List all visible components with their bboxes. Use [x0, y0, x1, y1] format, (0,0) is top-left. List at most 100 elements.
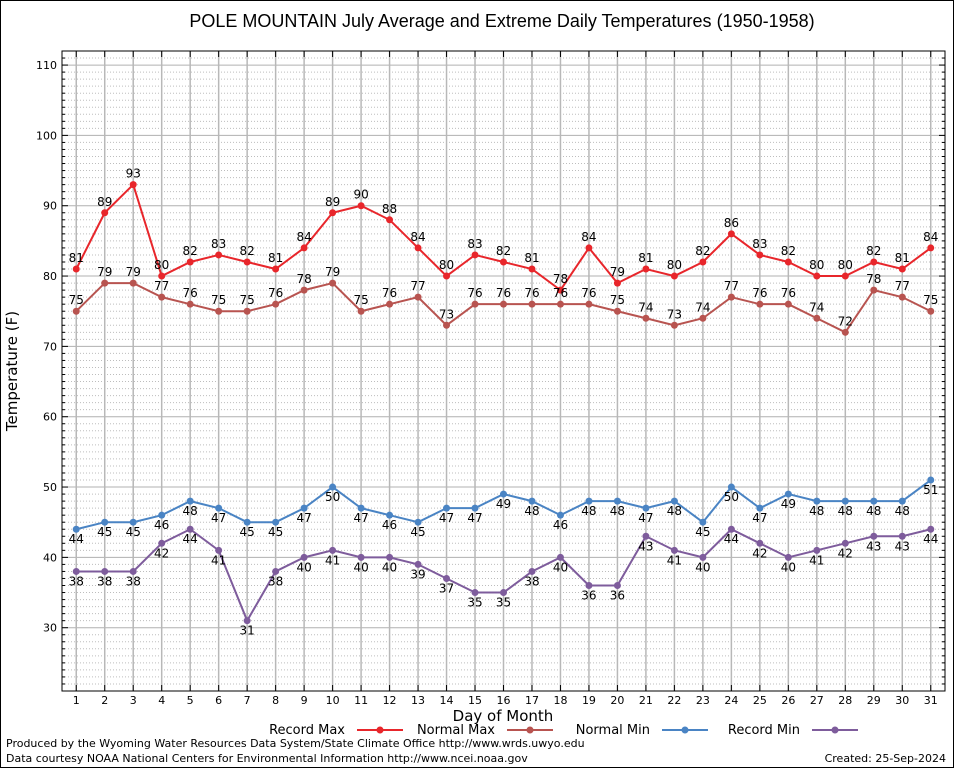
data-label: 48: [895, 504, 910, 518]
data-point: [215, 546, 223, 554]
x-tick-label: 11: [354, 694, 368, 707]
data-label: 82: [866, 244, 881, 258]
data-point: [585, 582, 593, 590]
x-tick-label: 18: [553, 694, 567, 707]
data-point: [841, 539, 849, 547]
data-point: [158, 511, 166, 519]
data-label: 76: [496, 286, 511, 300]
legend-label: Record Max: [269, 723, 345, 738]
data-point: [500, 300, 507, 308]
data-label: 47: [211, 511, 226, 525]
data-label: 41: [667, 553, 682, 567]
data-label: 72: [838, 314, 853, 328]
x-tick-label: 9: [301, 694, 308, 707]
data-label: 43: [638, 539, 653, 553]
data-label: 48: [183, 504, 198, 518]
data-point: [670, 546, 678, 554]
data-label: 84: [410, 230, 425, 244]
data-point: [670, 321, 678, 329]
x-tick-label: 25: [753, 694, 767, 707]
data-label: 82: [695, 244, 710, 258]
footer-created: Created: 25-Sep-2024: [824, 752, 946, 765]
x-tick-label: 13: [411, 694, 425, 707]
x-tick-label: 4: [158, 694, 165, 707]
data-point: [870, 286, 878, 294]
data-label: 47: [439, 511, 454, 525]
data-point: [500, 589, 507, 597]
x-tick-label: 17: [525, 694, 539, 707]
data-label: 48: [809, 504, 824, 518]
data-point: [585, 300, 593, 308]
data-point: [813, 546, 821, 554]
data-point: [528, 300, 536, 308]
x-tick-label: 12: [383, 694, 397, 707]
data-label: 75: [353, 293, 368, 307]
data-label: 81: [524, 251, 539, 265]
data-point: [329, 209, 337, 217]
data-point: [642, 265, 650, 273]
data-label: 81: [638, 251, 653, 265]
legend-item: Record Max: [269, 723, 403, 738]
data-point: [927, 244, 935, 252]
data-label: 48: [667, 504, 682, 518]
data-label: 80: [809, 258, 824, 272]
data-point: [158, 293, 166, 301]
data-label: 38: [126, 574, 141, 588]
data-point: [272, 265, 280, 273]
data-point: [528, 497, 536, 505]
data-label: 82: [183, 244, 198, 258]
x-tick-label: 30: [895, 694, 909, 707]
data-point: [613, 582, 621, 590]
y-tick-label: 30: [43, 622, 57, 635]
data-point: [727, 293, 735, 301]
y-axis-label: Temperature (F): [3, 311, 21, 432]
data-label: 42: [752, 546, 767, 560]
data-point: [784, 490, 792, 498]
data-point: [300, 244, 308, 252]
data-label: 93: [126, 167, 141, 181]
data-label: 83: [467, 237, 482, 251]
data-label: 77: [410, 279, 425, 293]
data-point: [642, 532, 650, 540]
chart-title: POLE MOUNTAIN July Average and Extreme D…: [189, 11, 814, 31]
data-point: [870, 258, 878, 266]
data-point: [500, 490, 507, 498]
data-point: [129, 279, 137, 287]
data-point: [670, 497, 678, 505]
x-tick-label: 20: [610, 694, 624, 707]
data-point: [329, 546, 337, 554]
data-label: 90: [353, 188, 368, 202]
x-tick-label: 1: [73, 694, 80, 707]
series-record-min: 38 38 38 42 44 41 31 38 40 41 40 40 39 37 35 35 38 40 36 36…: [69, 525, 938, 638]
data-label: 82: [240, 244, 255, 258]
data-point: [443, 272, 451, 280]
data-label: 76: [467, 286, 482, 300]
data-label: 50: [325, 490, 340, 504]
legend-label: Record Min: [728, 723, 800, 738]
data-point: [870, 497, 878, 505]
data-point: [386, 216, 394, 224]
data-label: 41: [809, 553, 824, 567]
legend-item: Normal Max: [417, 723, 553, 738]
data-point: [927, 307, 935, 315]
data-label: 80: [667, 258, 682, 272]
data-point: [357, 553, 365, 561]
data-label: 76: [524, 286, 539, 300]
data-label: 46: [154, 518, 169, 532]
data-point: [357, 202, 365, 210]
data-point: [642, 504, 650, 512]
data-label: 44: [69, 532, 84, 546]
data-label: 42: [154, 546, 169, 560]
data-label: 36: [581, 589, 596, 603]
x-tick-label: 31: [924, 694, 938, 707]
data-label: 77: [895, 279, 910, 293]
data-label: 38: [268, 574, 283, 588]
data-label: 43: [895, 539, 910, 553]
legend: Record Max Normal Max Normal Min Record Min: [269, 723, 858, 738]
data-point: [72, 265, 80, 273]
data-point: [756, 300, 764, 308]
data-label: 50: [724, 490, 739, 504]
data-point: [101, 518, 109, 526]
data-point: [272, 518, 280, 526]
